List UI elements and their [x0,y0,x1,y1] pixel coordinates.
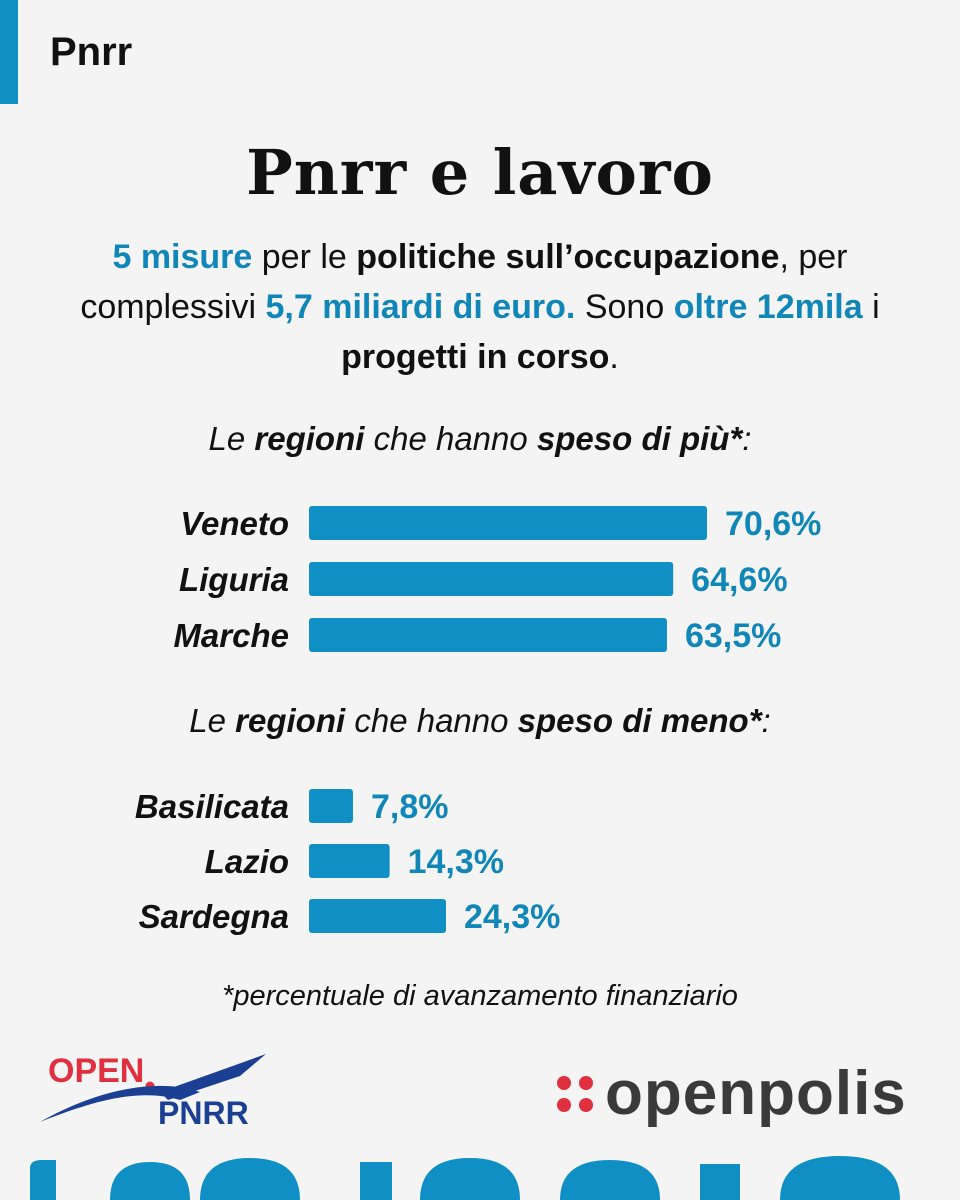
category-label: Basilicata [135,788,289,825]
category-label: Lazio [205,843,289,880]
value-label: 70,6% [725,505,821,543]
section-label-part: speso di più* [536,420,743,457]
value-label: 63,5% [685,617,781,655]
intro-text-part: , per complessivi [80,238,848,326]
intro-projects-count: oltre 12mila [673,288,863,326]
accent-strip [0,0,18,104]
intro-policies: politiche sull’occupazione [356,238,780,276]
logo-text-open: OPEN [48,1052,144,1090]
value-label: 7,8% [371,788,449,826]
category-label: Sardegna [139,898,289,935]
bar-basilicata [309,789,353,823]
openpolis-wordmark: openpolis [605,1059,907,1128]
bar-lazio [309,844,390,878]
openpolis-dots-icon [557,1076,593,1112]
intro-amount: 5,7 miliardi di euro. [265,288,576,326]
intro-text-part: Sono [575,288,674,326]
section-label-part: Le [189,702,236,739]
section-label-part: regioni [254,420,365,457]
bar-liguria [309,562,674,596]
section-label-part: speso di meno* [517,702,762,739]
intro-text-part: . [609,338,619,376]
footnote: *percentuale di avanzamento finanziario [222,980,738,1012]
section-label-bottom: Le regioni che hanno speso di meno*: [0,702,960,740]
decorative-bottom-band [30,1156,900,1200]
openpolis-logo: openpolis [555,1059,935,1128]
section-label-part: che hanno [345,702,518,739]
section-label-part: che hanno [364,420,537,457]
bar-veneto [309,506,707,540]
page-title: Pnrr e lavoro [246,136,714,209]
category-label: Marche [173,617,289,654]
category-label: Liguria [179,561,289,598]
intro-text-part: per le [252,238,357,276]
section-label-part: Le [208,420,255,457]
open-pnrr-logo: OPEN PNRR [40,1048,280,1131]
intro-measures: 5 misure [112,238,253,276]
category-label: Veneto [180,505,289,542]
value-label: 14,3% [408,843,504,881]
section-label-part: : [742,420,752,457]
bar-marche [309,618,667,652]
intro-text: 5 misure per le politiche sull’occupazio… [60,232,900,382]
intro-text-part: i [862,288,880,326]
section-label-part: regioni [235,702,346,739]
category-tag: Pnrr [50,30,133,74]
value-label: 64,6% [691,561,787,599]
bar-sardegna [309,899,446,933]
section-label-part: : [761,702,771,739]
section-label-top: Le regioni che hanno speso di più*: [0,420,960,458]
value-label: 24,3% [464,898,560,936]
intro-projects: progetti in corso [341,338,610,376]
logo-text-pnrr: PNRR [158,1095,249,1128]
